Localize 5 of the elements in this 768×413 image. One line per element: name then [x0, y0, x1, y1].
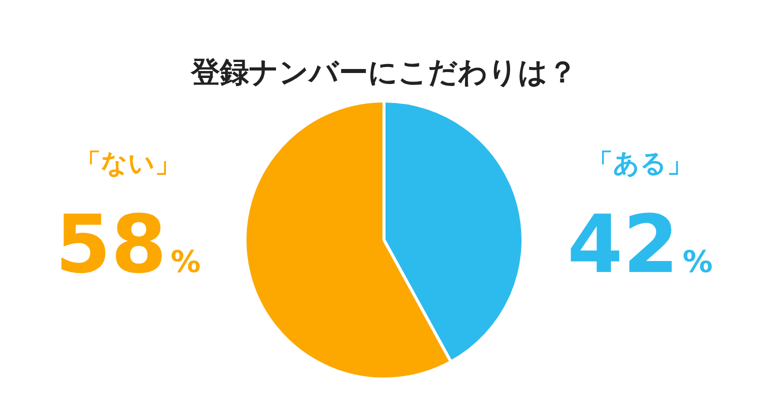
slice-label: 「ある」: [587, 149, 693, 179]
data-label: 58%: [55, 198, 201, 291]
slice-label: 「ない」: [75, 149, 181, 179]
data-label: 42%: [567, 198, 713, 291]
chart-title: 登録ナンバーにこだわりは？: [190, 55, 577, 89]
